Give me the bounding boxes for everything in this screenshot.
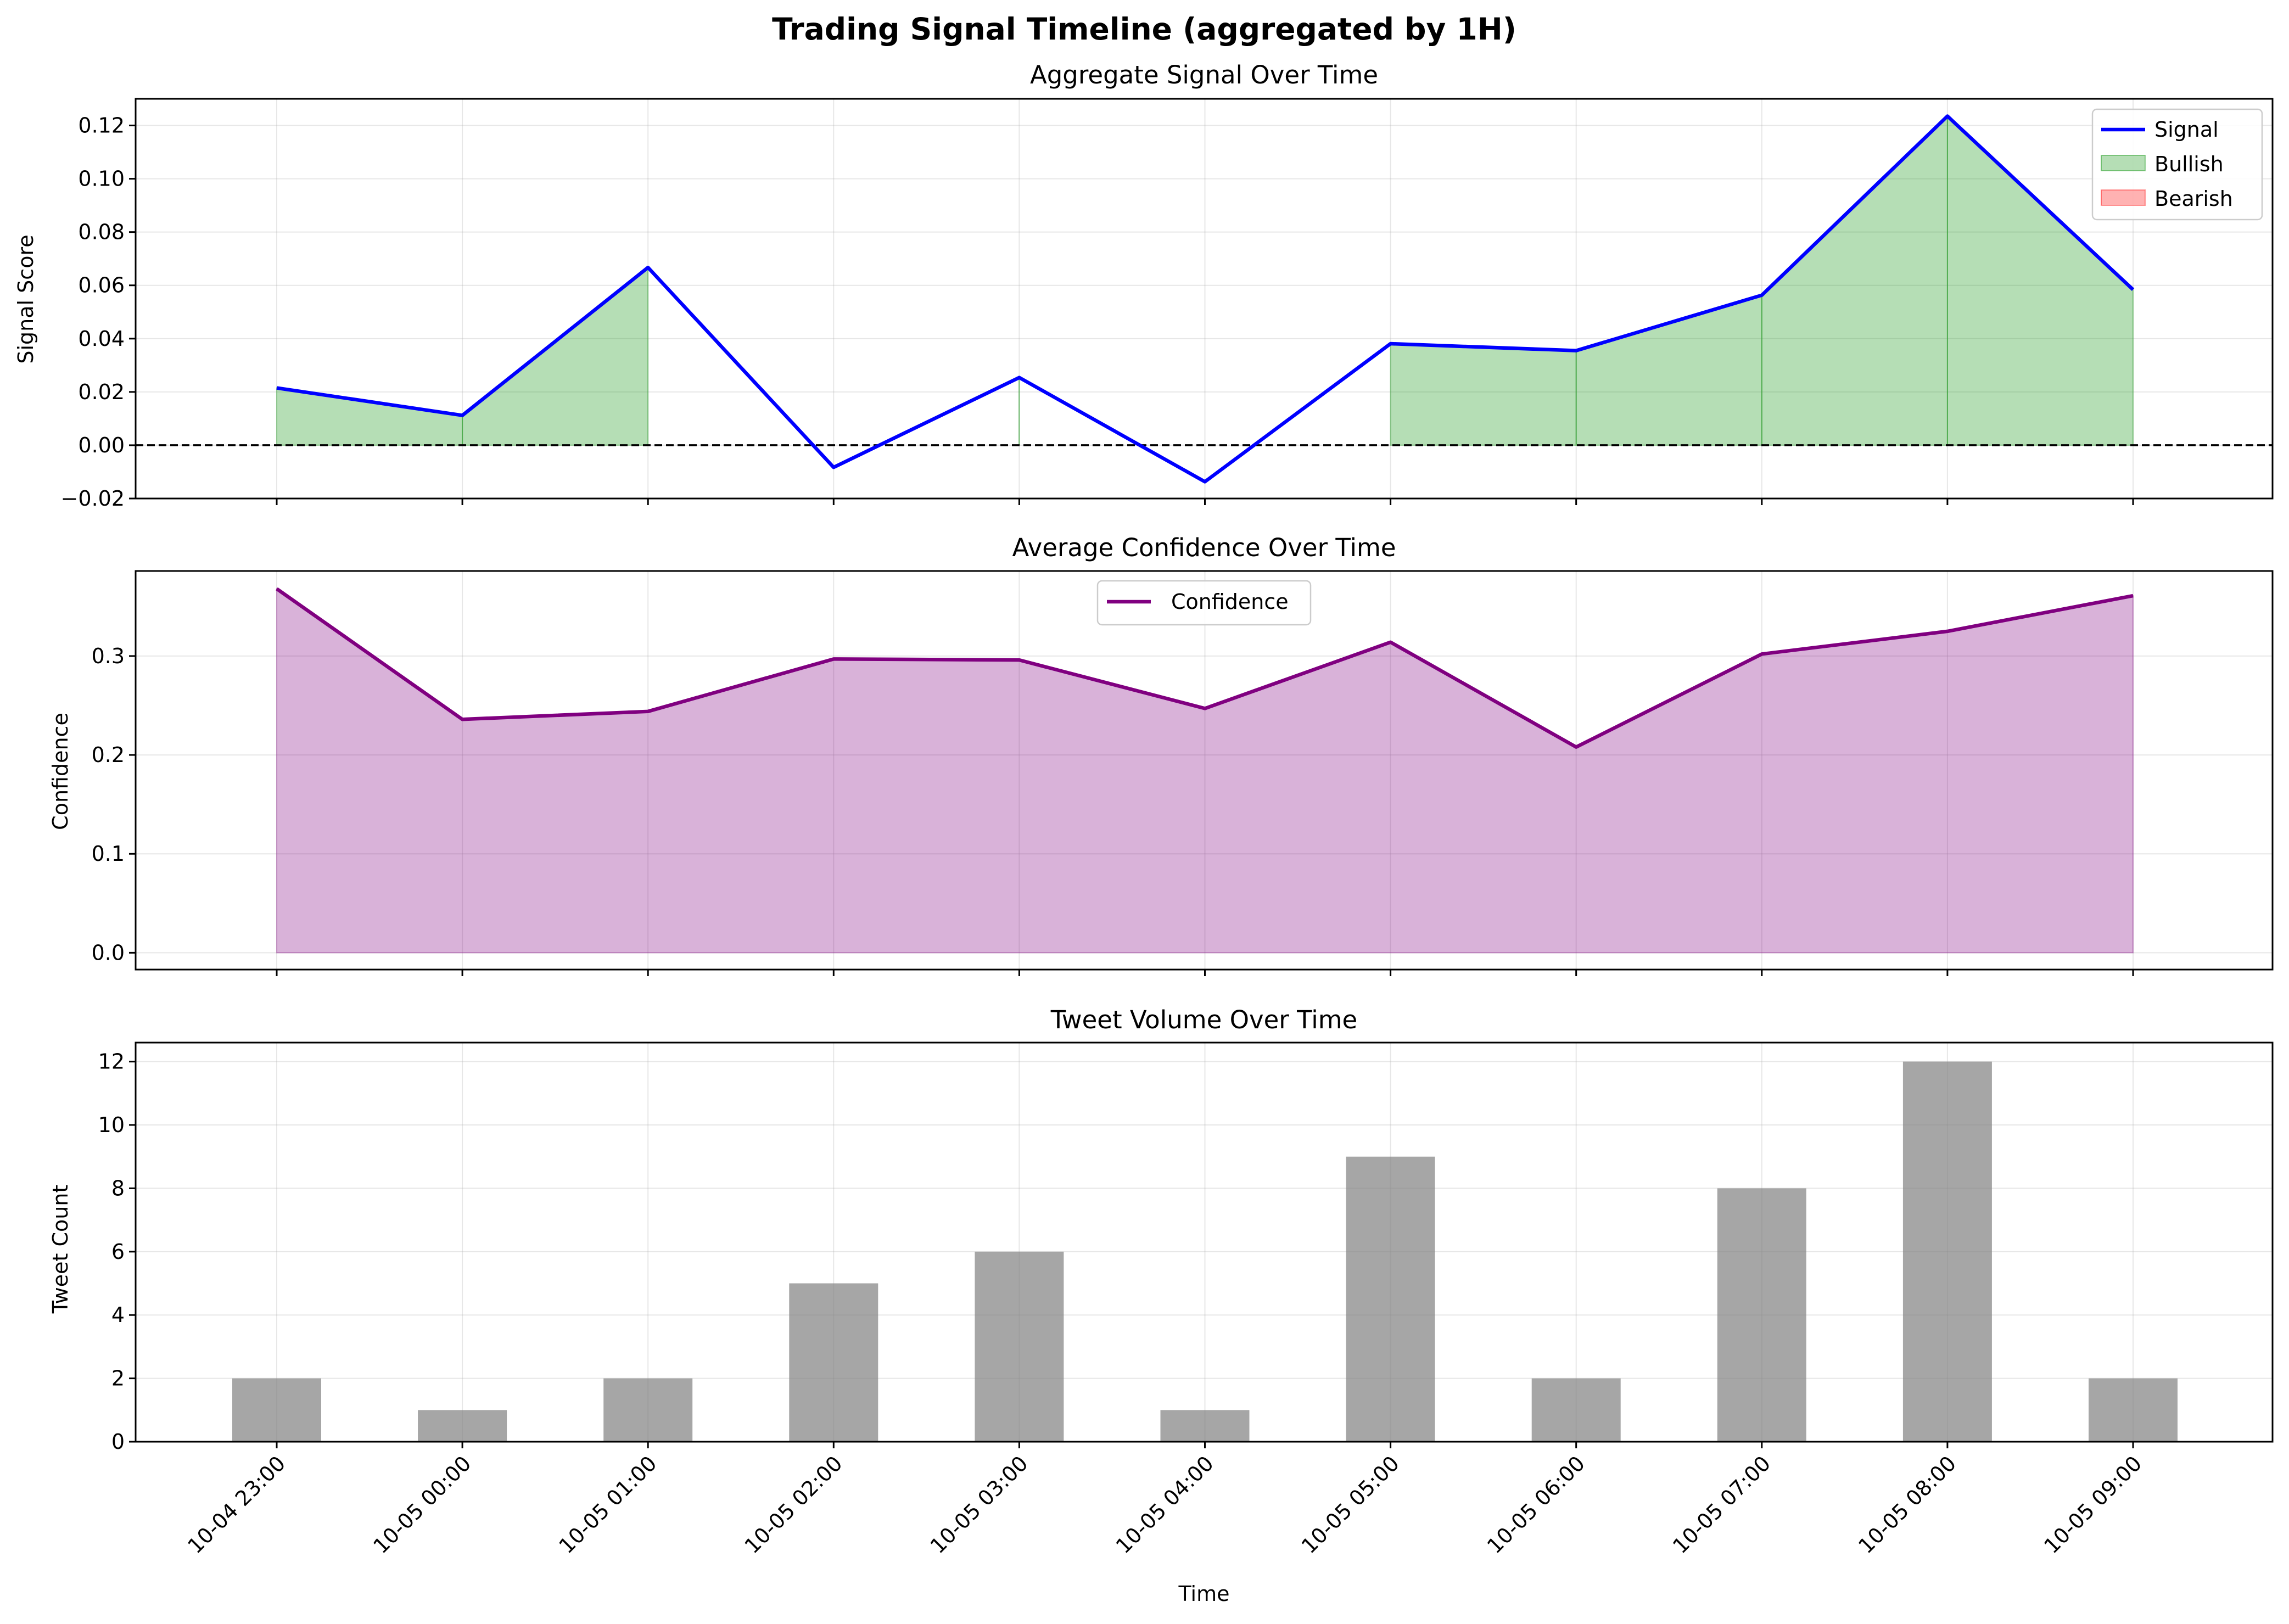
tweet-volume-y-tick-label: 12 [98,1050,125,1074]
tweet-count-bar [1161,1410,1250,1442]
figure-title: Trading Signal Timeline (aggregated by 1… [772,12,1516,47]
confidence-y-axis-label: Confidence [48,713,72,830]
signal-y-tick-label: 0.08 [78,220,125,244]
signal-y-tick-label: 0.06 [78,273,125,298]
signal-y-tick-label: 0.00 [78,433,125,457]
tweet-count-bar [232,1379,321,1442]
legend-signal-label: Signal [2154,117,2219,142]
signal-panel-title: Aggregate Signal Over Time [1030,60,1378,89]
tweet-volume-y-tick-label: 10 [98,1113,125,1137]
confidence-y-tick-label: 0.0 [92,940,125,965]
confidence-y-tick-label: 0.1 [92,842,125,866]
confidence-y-tick-label: 0.2 [92,743,125,767]
x-axis-label: Time [1178,1582,1230,1606]
legend-bearish-label: Bearish [2154,187,2233,211]
legend-confidence-label: Confidence [1171,590,1289,614]
tweet-volume-panel-title: Tweet Volume Over Time [1050,1005,1358,1034]
bullish-fill-area [1391,344,1576,445]
signal-y-tick-label: 0.10 [78,167,125,191]
signal-y-tick-label: 0.02 [78,380,125,404]
tweet-volume-y-tick-label: 0 [111,1430,125,1454]
tweet-volume-y-tick-label: 2 [111,1367,125,1391]
confidence-y-tick-label: 0.3 [92,644,125,668]
tweet-count-bar [1346,1157,1435,1442]
legend-bearish-swatch [2101,190,2145,205]
tweet-volume-y-tick-label: 4 [111,1303,125,1327]
tweet-count-bar [1717,1188,1806,1442]
tweet-volume-y-tick-label: 6 [111,1240,125,1264]
signal-legend: Signal Bullish Bearish [2092,109,2262,220]
tweet-count-bar [2089,1379,2178,1442]
legend-bullish-label: Bullish [2154,152,2224,176]
tweet-volume-y-tick-label: 8 [111,1176,125,1200]
tweet-count-bar [975,1252,1064,1442]
tweet-count-bar [603,1379,692,1442]
signal-y-tick-label: 0.04 [78,327,125,351]
tweet-count-bar [789,1284,878,1442]
signal-y-tick-label: 0.12 [78,114,125,138]
signal-y-axis-label: Signal Score [14,234,38,363]
signal-y-tick-label: −0.02 [61,486,125,511]
confidence-panel-title: Average Confidence Over Time [1012,533,1396,562]
tweet-volume-y-axis-label: Tweet Count [48,1185,72,1314]
tweet-count-bar [1903,1062,1992,1442]
tweet-count-bar [1532,1379,1621,1442]
tweet-count-bar [418,1410,507,1442]
confidence-legend: Confidence [1098,581,1311,625]
legend-bullish-swatch [2101,155,2145,171]
